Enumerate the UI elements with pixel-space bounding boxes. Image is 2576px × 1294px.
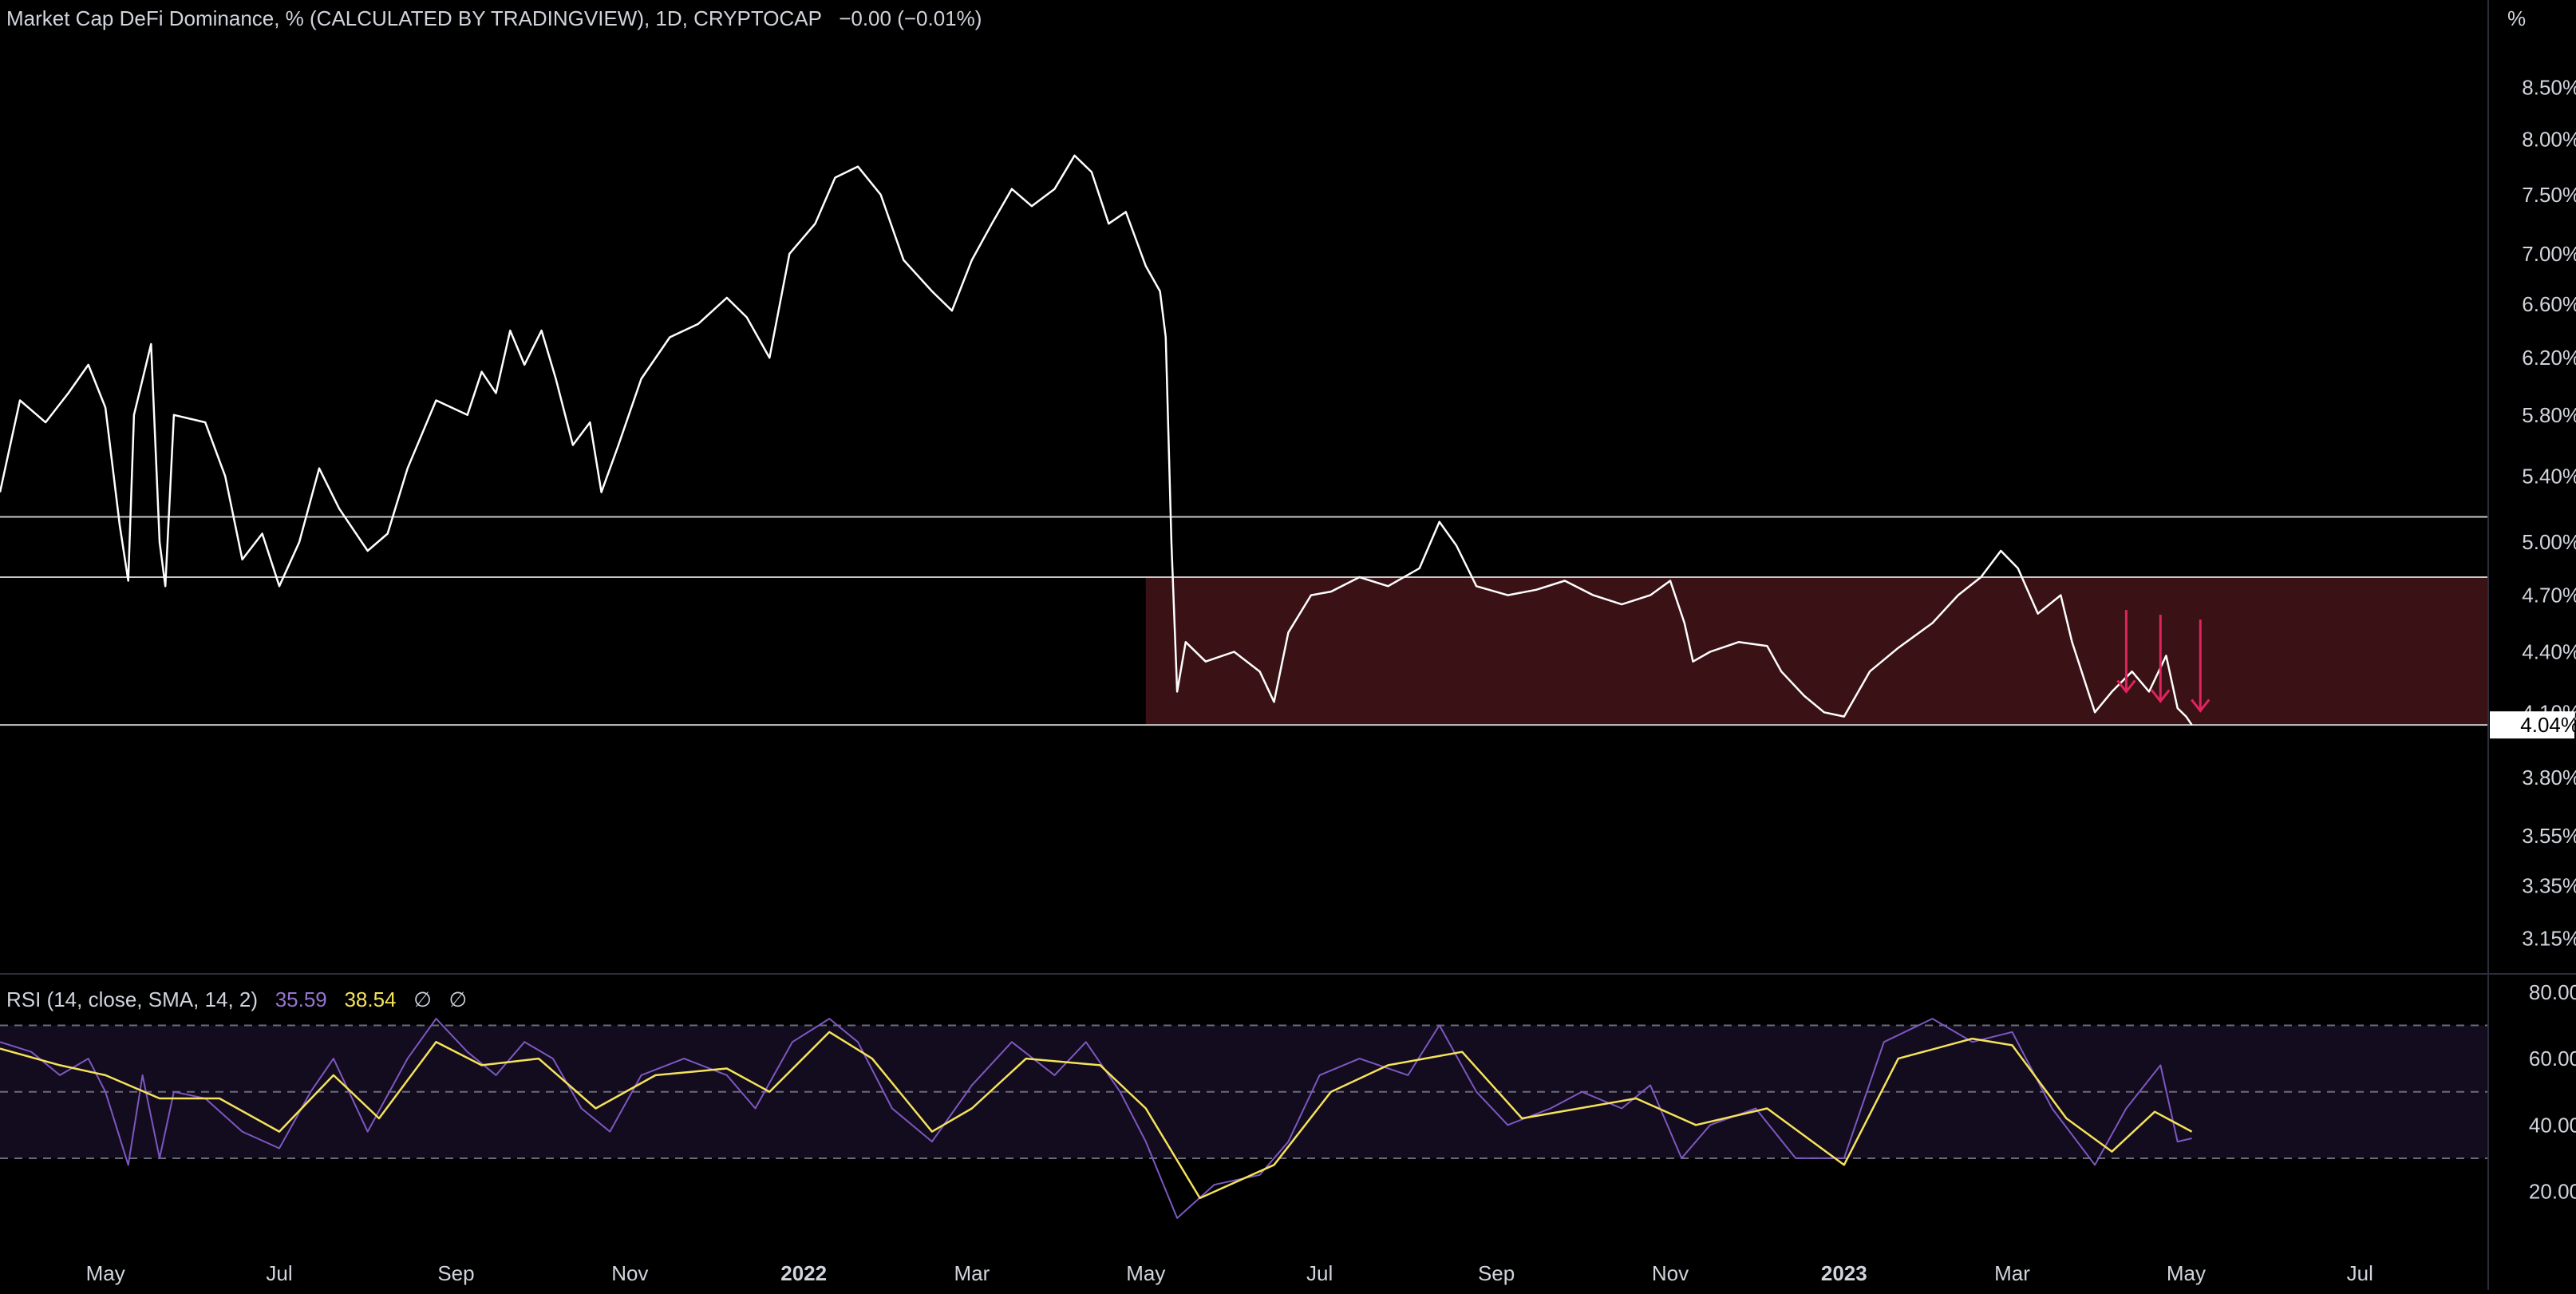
price-tick-label: 4.40% xyxy=(2522,639,2576,663)
price-tick-label: 8.00% xyxy=(2522,127,2576,151)
rsi-tick-label: 80.00 xyxy=(2529,980,2576,1004)
rsi-tick-label: 60.00 xyxy=(2529,1047,2576,1070)
down-arrow-head-1 xyxy=(2116,679,2136,694)
chart-header: Market Cap DeFi Dominance, % (CALCULATED… xyxy=(6,6,982,31)
price-tick-label: 3.55% xyxy=(2522,824,2576,848)
x-tick-label: Sep xyxy=(1478,1261,1515,1285)
price-tick-label: 3.80% xyxy=(2522,766,2576,789)
x-tick-label: Jul xyxy=(1306,1261,1333,1285)
x-tick-label: 2023 xyxy=(1821,1261,1867,1285)
last-value-label: 4.04% xyxy=(2520,713,2576,737)
price-tick-label: 7.50% xyxy=(2522,183,2576,207)
rsi-series-rsi[interactable] xyxy=(0,1018,2192,1219)
x-tick-label: May xyxy=(86,1261,125,1285)
price-tick-label: 8.50% xyxy=(2522,75,2576,99)
price-series-line[interactable] xyxy=(0,154,2193,726)
rsi-value: 35.59 xyxy=(275,987,327,1011)
price-pane[interactable] xyxy=(0,154,2488,726)
x-tick-label: Nov xyxy=(1652,1261,1689,1285)
rsi-tick-label: 40.00 xyxy=(2529,1113,2576,1137)
x-tick-label: Mar xyxy=(954,1261,990,1285)
price-tick-label: 7.00% xyxy=(2522,242,2576,266)
range-box xyxy=(1145,577,2488,726)
chart-title: Market Cap DeFi Dominance, % (CALCULATED… xyxy=(6,6,822,30)
x-tick-label: 2022 xyxy=(780,1261,827,1285)
price-tick-label: 3.15% xyxy=(2522,926,2576,950)
last-value-box xyxy=(2490,711,2574,739)
down-arrow-head-3 xyxy=(2191,698,2211,713)
x-tick-label: Jul xyxy=(2347,1261,2373,1285)
price-tick-label: 4.70% xyxy=(2522,584,2576,607)
price-tick-label: 5.80% xyxy=(2522,403,2576,427)
price-tick-label: 3.35% xyxy=(2522,873,2576,897)
rsi-sma-value: 38.54 xyxy=(344,987,397,1011)
price-tick-label: 5.00% xyxy=(2522,530,2576,554)
rsi-label: RSI (14, close, SMA, 14, 2) xyxy=(6,987,259,1011)
down-arrow-head-2 xyxy=(2151,689,2171,703)
x-tick-label: Mar xyxy=(1994,1261,2030,1285)
rsi-pane[interactable] xyxy=(0,1018,2488,1219)
price-axis-unit: % xyxy=(2507,6,2527,30)
rsi-tick-label: 20.00 xyxy=(2529,1180,2576,1204)
x-tick-label: Sep xyxy=(437,1261,474,1285)
rsi-header: RSI (14, close, SMA, 14, 2) 35.59 38.54 … xyxy=(6,987,467,1012)
price-tick-label: 6.20% xyxy=(2522,346,2576,370)
chart-change: −0.00 (−0.01%) xyxy=(839,6,982,30)
rsi-na-1: ∅ xyxy=(413,987,432,1011)
rsi-na-2: ∅ xyxy=(448,987,468,1011)
price-tick-label: 6.60% xyxy=(2522,292,2576,316)
x-tick-label: Nov xyxy=(611,1261,648,1285)
price-tick-label: 5.40% xyxy=(2522,465,2576,489)
x-tick-label: May xyxy=(1126,1261,1165,1285)
rsi-series-sma[interactable] xyxy=(0,1031,2193,1200)
x-tick-label: May xyxy=(2167,1261,2206,1285)
x-tick-label: Jul xyxy=(266,1261,292,1285)
